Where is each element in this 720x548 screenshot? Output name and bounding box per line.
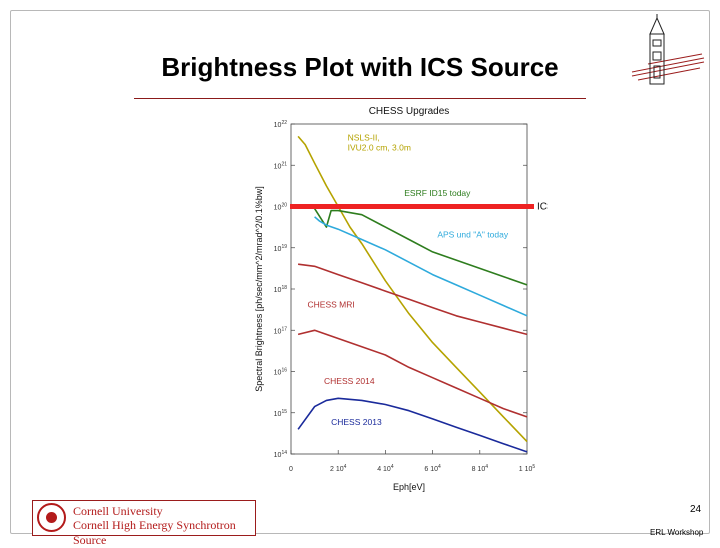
y-tick-label: 1022 — [274, 120, 288, 129]
y-axis-label: Spectral Brightness [ph/sec/mm^2/mrad^2/… — [254, 186, 264, 392]
brightness-chart: CHESS Upgrades Eph[eV] Spectral Brightness… — [254, 106, 548, 492]
ics-source-label: ICS/ERL source — [537, 202, 548, 213]
series-line-3 — [314, 216, 528, 317]
series-line-5 — [297, 329, 528, 418]
logo-chess: Cornell High Energy Synchrotron Source — [73, 518, 236, 547]
annotation-label-4: CHESS MRI — [308, 300, 355, 310]
footer-text: ERL Workshop — [650, 528, 704, 537]
y-tick-label: 1020 — [274, 203, 288, 212]
y-tick-label: 1016 — [274, 368, 288, 377]
y-tick-label: 1017 — [274, 326, 288, 335]
x-axis-label: Eph[eV] — [393, 482, 425, 492]
y-tick-label: 1021 — [274, 161, 288, 170]
y-tick-label: 1019 — [274, 244, 288, 253]
x-tick-label: 0 — [289, 466, 293, 473]
page-number: 24 — [690, 504, 702, 515]
annotation-label-5: CHESS 2014 — [324, 376, 375, 386]
series-line-2 — [313, 208, 528, 286]
annotation-label-1: IVU2.0 cm, 3.0m — [348, 143, 411, 153]
series-line-6 — [297, 397, 528, 453]
series-line-4 — [297, 263, 528, 336]
annotation-label-6: CHESS 2013 — [331, 417, 382, 427]
title-underline — [134, 98, 586, 99]
x-tick-label: 4 104 — [377, 464, 394, 473]
slide-title: Brightness Plot with ICS Source — [161, 52, 559, 82]
x-tick-label: 6 104 — [424, 464, 441, 473]
x-tick-label: 8 104 — [472, 464, 489, 473]
cornell-chess-logo: Cornell University Cornell High Energy S… — [32, 500, 256, 547]
logo-university: Cornell University — [73, 504, 163, 518]
y-tick-label: 1014 — [274, 450, 288, 459]
annotation-label-2: ESRF ID15 today — [404, 188, 471, 198]
y-tick-label: 1018 — [274, 285, 288, 294]
slide-frame — [10, 10, 710, 534]
x-tick-label: 2 104 — [330, 464, 347, 473]
series-line-1 — [297, 135, 528, 443]
clock-tower-logo — [631, 14, 705, 85]
y-tick-label: 1015 — [274, 409, 288, 418]
annotation-label-3: APS und "A" today — [437, 229, 509, 239]
chart-title: CHESS Upgrades — [369, 106, 450, 117]
x-tick-label: 1 105 — [519, 464, 536, 473]
annotation-label-1: NSLS-II, — [348, 133, 380, 143]
cornell-seal-icon — [37, 503, 66, 532]
